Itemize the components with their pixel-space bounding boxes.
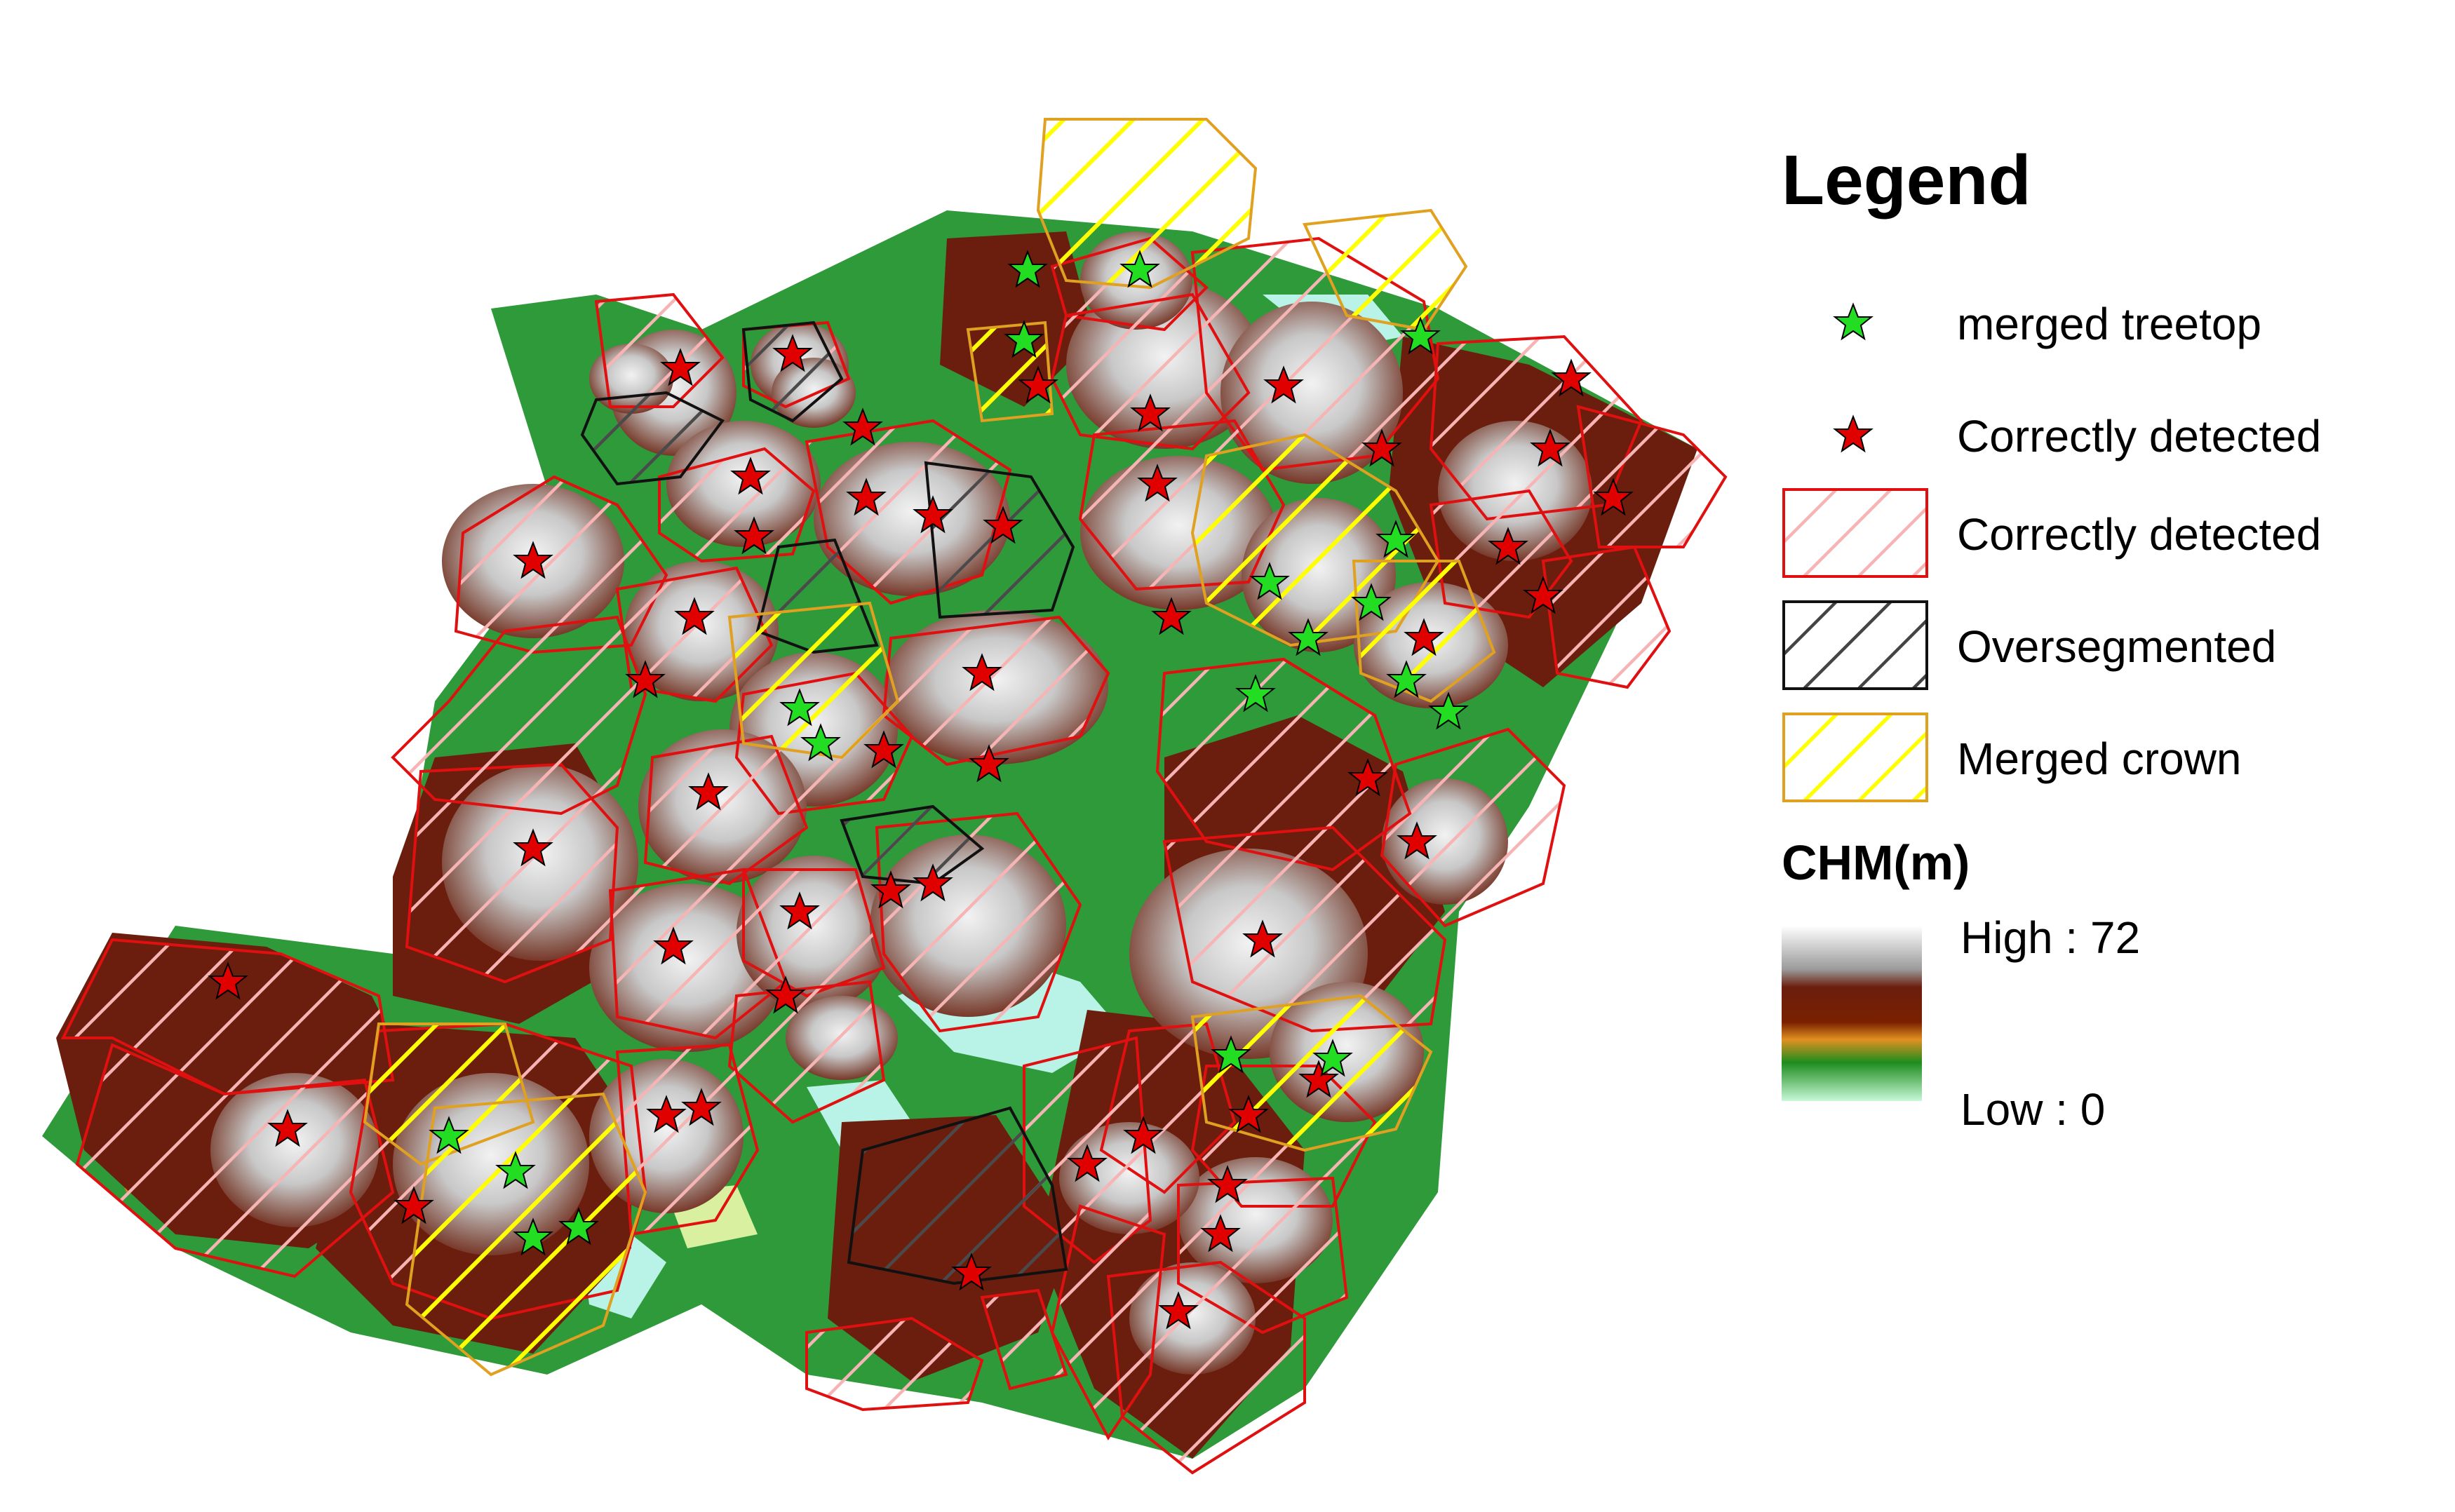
legend-label-merged-crown: Merged crown bbox=[1957, 734, 2242, 784]
chm-color-ramp bbox=[1782, 926, 1922, 1101]
chm-map bbox=[42, 118, 1728, 1475]
red-hatch-swatch-icon bbox=[1782, 488, 1928, 578]
legend-label-correct-crown: Correctly detected bbox=[1957, 509, 2322, 560]
chm-high-label: High : 72 bbox=[1960, 912, 2141, 963]
oversegmented-crowns bbox=[580, 320, 1075, 1285]
legend-label-merged-treetop: merged treetop bbox=[1957, 299, 2262, 349]
legend-label-correct-point: Correctly detected bbox=[1957, 411, 2322, 461]
black-hatch-swatch-icon bbox=[1782, 600, 1928, 690]
legend-item-merged-treetop: merged treetop bbox=[1782, 277, 2413, 396]
chm-low-label: Low : 0 bbox=[1960, 1084, 2106, 1135]
legend-title: Legend bbox=[1782, 141, 2031, 220]
map-panel bbox=[42, 118, 1728, 1475]
yellow-hatch-swatch-icon bbox=[1782, 713, 1928, 802]
legend-item-merged-crown: Merged crown bbox=[1782, 712, 2413, 831]
legend-item-correct-crown: Correctly detected bbox=[1782, 487, 2413, 607]
green-star-icon bbox=[1834, 304, 1872, 339]
legend-label-oversegmented: Oversegmented bbox=[1957, 621, 2277, 672]
red-star-icon bbox=[1834, 416, 1872, 452]
legend-item-oversegmented: Oversegmented bbox=[1782, 600, 2413, 719]
legend-item-red-star: Correctly detected bbox=[1782, 389, 2413, 508]
chm-title: CHM(m) bbox=[1782, 835, 1970, 890]
legend-panel: Legend merged treetop Correctly detected… bbox=[1782, 133, 2413, 1150]
